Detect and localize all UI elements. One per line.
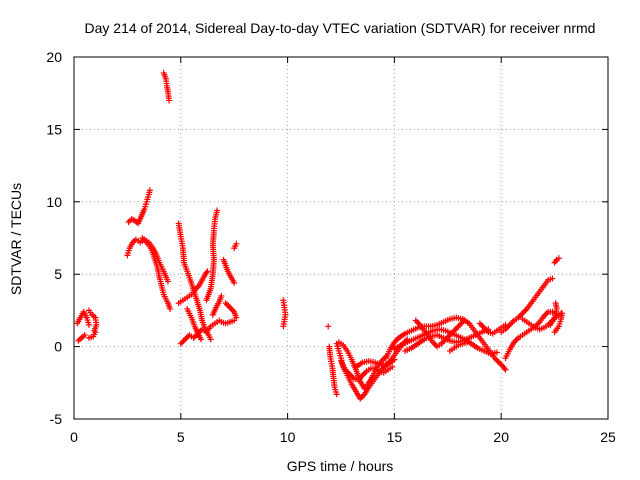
data-point [391,356,398,363]
data-point [478,321,485,328]
data-point [214,207,221,214]
data-point [520,308,527,315]
data-point [180,337,187,344]
data-point [516,313,523,320]
y-tick-label: 15 [46,121,62,137]
data-point [182,336,189,343]
data-point [552,258,559,265]
data-point [177,340,184,347]
x-tick-label: 25 [600,429,616,445]
chart-title: Day 214 of 2014, Sidereal Day-to-day VTE… [85,20,596,36]
data-point [231,279,238,286]
x-tick-label: 0 [70,429,78,445]
data-point [459,318,466,325]
data-point [85,321,92,328]
data-point [506,321,513,328]
data-point [333,391,340,398]
data-point [542,311,549,318]
y-tick-label: 0 [54,339,62,355]
data-point [493,349,500,356]
axis-ticks: 0 5 10 15 20 25 -5 0 5 10 15 20 [46,49,616,445]
data-point [503,324,510,331]
data-points [74,69,566,402]
data-point [414,318,421,325]
x-axis-label: GPS time / hours [287,458,394,474]
data-point [360,371,367,378]
plot-frame [73,56,609,420]
y-tick-label: 20 [46,49,62,65]
data-point [494,358,501,365]
data-point [415,320,422,327]
data-point [454,324,461,331]
data-point [519,310,526,317]
data-point [224,301,231,308]
data-point [166,97,173,104]
data-point [142,237,149,244]
data-point [325,323,332,330]
y-axis-label: SDTVAR / TECUs [8,183,24,295]
data-point [535,320,542,327]
data-point [218,292,225,299]
data-point [533,321,540,328]
data-point [509,318,516,325]
data-point [552,300,559,307]
data-point [505,323,512,330]
data-point [479,323,486,330]
data-point [226,304,233,311]
data-point [543,310,550,317]
x-tick-label: 15 [387,429,403,445]
data-point [380,365,387,372]
data-point [549,275,556,282]
data-point [493,356,500,363]
data-point [225,303,232,310]
data-point [508,320,515,327]
data-point [389,363,396,370]
data-point [518,311,525,318]
data-point [167,305,174,312]
data-point [233,240,240,247]
data-point [81,332,88,339]
data-point [496,359,503,366]
data-point [513,336,520,343]
data-point [497,360,504,367]
data-point [164,278,171,285]
data-point [412,317,419,324]
data-point [380,356,387,363]
data-point [207,336,214,343]
data-point [222,300,229,307]
data-point [280,323,287,330]
x-tick-label: 20 [493,429,509,445]
grid [74,57,608,419]
y-tick-label: 5 [54,266,62,282]
x-tick-label: 10 [280,429,296,445]
x-tick-label: 5 [177,429,185,445]
data-point [559,310,566,317]
data-point [431,340,438,347]
data-point [228,305,235,312]
data-point [452,326,459,333]
y-tick-label: -5 [50,411,63,427]
data-point [455,323,462,330]
data-point [179,339,186,346]
data-point [198,336,205,343]
data-point [502,366,509,373]
data-point [464,339,471,346]
data-point [522,307,529,314]
data-point [146,187,153,194]
data-point [476,320,483,327]
data-point [362,369,369,376]
data-point [233,314,240,321]
data-point [183,334,190,341]
data-point [140,236,147,243]
y-tick-label: 10 [46,194,62,210]
data-point [204,268,211,275]
data-point [555,255,562,262]
data-point [92,329,99,336]
data-point [456,321,463,328]
